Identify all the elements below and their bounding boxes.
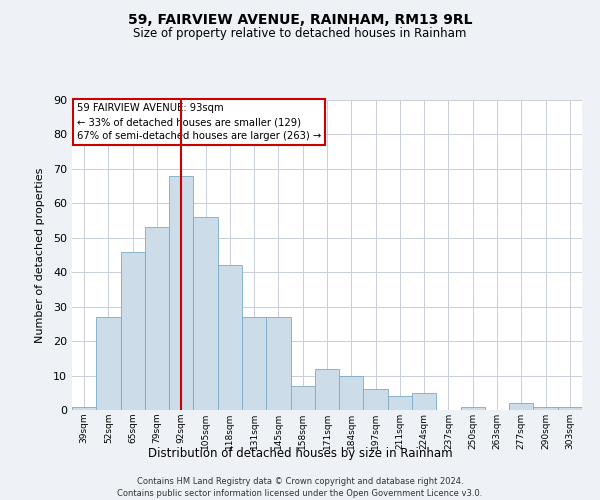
Bar bbox=[339, 376, 364, 410]
Bar bbox=[315, 368, 339, 410]
Bar bbox=[242, 317, 266, 410]
Bar bbox=[96, 317, 121, 410]
Bar bbox=[461, 406, 485, 410]
Bar bbox=[193, 217, 218, 410]
Text: 59 FAIRVIEW AVENUE: 93sqm
← 33% of detached houses are smaller (129)
67% of semi: 59 FAIRVIEW AVENUE: 93sqm ← 33% of detac… bbox=[77, 103, 322, 141]
Text: Contains public sector information licensed under the Open Government Licence v3: Contains public sector information licen… bbox=[118, 489, 482, 498]
Bar bbox=[218, 266, 242, 410]
Bar bbox=[169, 176, 193, 410]
Y-axis label: Number of detached properties: Number of detached properties bbox=[35, 168, 44, 342]
Bar bbox=[558, 406, 582, 410]
Text: Contains HM Land Registry data © Crown copyright and database right 2024.: Contains HM Land Registry data © Crown c… bbox=[137, 478, 463, 486]
Bar bbox=[266, 317, 290, 410]
Bar bbox=[364, 390, 388, 410]
Bar bbox=[509, 403, 533, 410]
Bar bbox=[72, 406, 96, 410]
Bar bbox=[412, 393, 436, 410]
Bar bbox=[533, 406, 558, 410]
Bar bbox=[290, 386, 315, 410]
Text: Size of property relative to detached houses in Rainham: Size of property relative to detached ho… bbox=[133, 28, 467, 40]
Text: Distribution of detached houses by size in Rainham: Distribution of detached houses by size … bbox=[148, 448, 452, 460]
Text: 59, FAIRVIEW AVENUE, RAINHAM, RM13 9RL: 59, FAIRVIEW AVENUE, RAINHAM, RM13 9RL bbox=[128, 12, 472, 26]
Bar bbox=[388, 396, 412, 410]
Bar bbox=[121, 252, 145, 410]
Bar bbox=[145, 228, 169, 410]
